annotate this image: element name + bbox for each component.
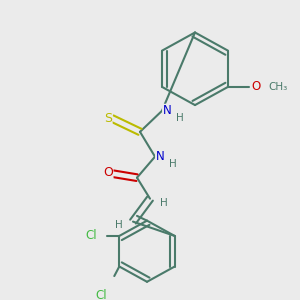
Text: H: H [169, 159, 177, 169]
Text: N: N [163, 104, 171, 117]
Text: Cl: Cl [95, 289, 107, 300]
Text: H: H [160, 197, 168, 208]
Text: O: O [103, 167, 113, 179]
Text: S: S [104, 112, 112, 125]
Text: N: N [156, 150, 164, 163]
Text: H: H [176, 113, 184, 123]
Text: CH₃: CH₃ [268, 82, 288, 92]
Text: Cl: Cl [85, 230, 97, 242]
Text: H: H [115, 220, 123, 230]
Text: O: O [251, 80, 261, 93]
